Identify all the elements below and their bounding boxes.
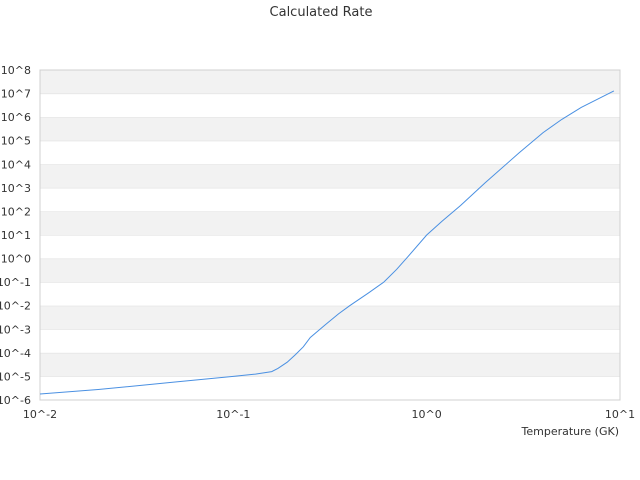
x-tick-label: 10^-2 <box>23 408 57 421</box>
grid-band <box>40 93 620 118</box>
y-tick-label: 10^0 <box>1 253 31 266</box>
y-tick-label: 10^7 <box>1 88 31 101</box>
y-tick-label: 10^-3 <box>0 323 31 336</box>
grid-band <box>40 282 620 306</box>
grid-band <box>40 70 620 94</box>
grid-band <box>40 164 620 188</box>
grid-band <box>40 235 620 259</box>
x-axis-ticks: 10^-2 10^-1 10^0 10^1 <box>23 408 635 421</box>
y-tick-label: 10^-2 <box>0 300 31 313</box>
x-tick-label: 10^-1 <box>216 408 250 421</box>
plot-bands <box>40 69 620 400</box>
y-tick-label: 10^5 <box>1 135 31 148</box>
y-tick-label: 10^4 <box>1 158 31 171</box>
x-tick-label: 10^0 <box>412 408 442 421</box>
y-axis-ticks: 10^-6 10^-5 10^-4 10^-3 10^-2 10^-1 10^0 10^1 10… <box>0 64 31 407</box>
grid-band <box>40 140 620 165</box>
y-tick-label: 10^-5 <box>0 370 31 383</box>
grid-band <box>40 258 620 283</box>
series-group <box>39 90 615 395</box>
y-tick-label: 10^3 <box>1 182 31 195</box>
grid-band <box>40 211 620 235</box>
y-tick-label: 10^-4 <box>0 347 31 360</box>
plot-border <box>39 69 621 401</box>
grid-band <box>40 352 620 377</box>
y-tick-label: 10^1 <box>1 229 31 242</box>
grid-band <box>40 117 620 141</box>
x-tick-label: 10^1 <box>605 408 635 421</box>
grid-band <box>40 187 620 212</box>
chart-title: Calculated Rate <box>270 5 373 20</box>
y-tick-label: 10^2 <box>1 205 31 218</box>
y-tick-label: 10^6 <box>1 111 31 124</box>
y-tick-label: 10^-1 <box>0 276 31 289</box>
grid-band <box>40 376 620 400</box>
plot-frame <box>39 69 621 401</box>
y-tick-label: 10^8 <box>1 64 31 77</box>
grid-band <box>40 329 620 353</box>
x-axis-label: Temperature (GK) <box>521 425 620 438</box>
grid-band <box>40 305 620 330</box>
y-tick-label: 10^-6 <box>0 394 31 407</box>
series-line <box>39 90 615 395</box>
